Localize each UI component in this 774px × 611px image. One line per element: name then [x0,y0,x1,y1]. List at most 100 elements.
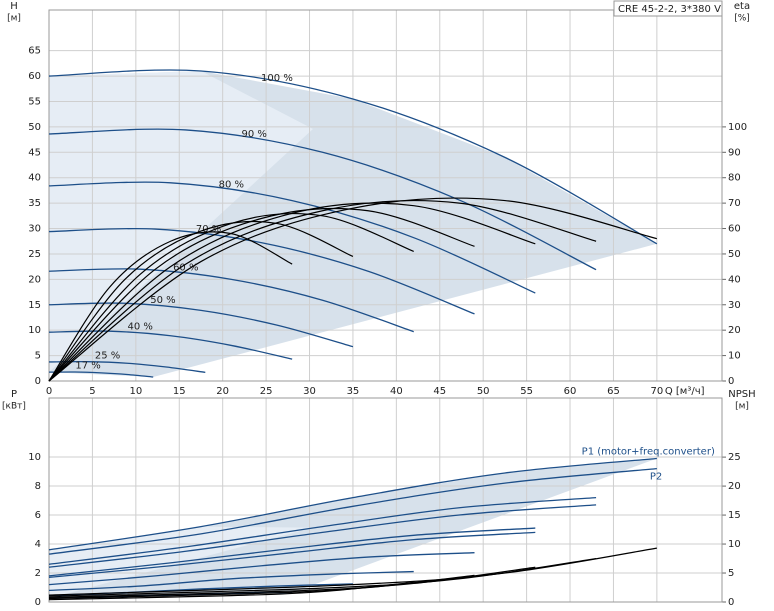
secondary-curve [48,207,475,382]
x-tick-label: 5 [89,386,95,397]
y-tick-label: 30 [28,224,41,235]
curve [48,181,536,294]
legend-entry: P1 (motor+freq.converter) [582,446,715,457]
y2-tick-label: 80 [728,173,741,184]
curve [48,330,293,360]
x-tick-label: 70 [651,386,664,397]
curve [48,457,657,551]
x-tick-label: 45 [433,386,446,397]
curve-label: 90 % [241,129,266,140]
curve-label: 70 % [196,224,221,235]
secondary-curve [48,212,414,382]
y-tick-label: 0 [35,597,41,608]
x-tick-label: 50 [477,386,490,397]
secondary-curve [48,574,475,600]
curve [48,371,154,378]
y2-axis-title: eta [734,1,750,12]
curve [48,227,475,315]
curve [48,467,657,555]
y-axis-title: P [11,389,17,400]
curve [48,496,597,565]
y2-tick-label: 20 [728,325,741,336]
y-tick-label: 0 [35,376,41,387]
y2-tick-label: 25 [728,452,741,463]
secondary-curve [48,231,293,382]
y2-tick-label: 40 [728,274,741,285]
model-label: CRE 45-2-2, 3*380 V [618,4,721,15]
curve [48,570,414,592]
y-tick-label: 50 [28,122,41,133]
x-axis-title: Q [м³/ч] [665,386,705,397]
y-tick-label: 15 [28,300,41,311]
secondary-curve [48,220,354,382]
legend-entry: P2 [650,472,662,483]
curve-label: 60 % [173,262,198,273]
x-tick-label: 10 [129,386,142,397]
y2-tick-label: 5 [728,568,734,579]
plot-frame [48,397,723,603]
y2-tick-label: 30 [728,300,741,311]
x-tick-label: 65 [607,386,620,397]
curve [48,527,536,577]
y2-tick-label: 10 [728,351,741,362]
y-tick-label: 35 [28,198,41,209]
y-tick-label: 2 [35,568,41,579]
y-tick-label: 45 [28,147,41,158]
y2-tick-label: 70 [728,198,741,209]
y-tick-label: 65 [28,46,41,57]
curve-label: 17 % [75,360,100,371]
y2-tick-label: 60 [728,224,741,235]
y-tick-label: 4 [35,539,41,550]
y2-tick-label: 0 [728,597,734,608]
y2-tick-label: 15 [728,510,741,521]
curve [48,531,536,578]
left-area [49,526,313,599]
x-tick-label: 30 [303,386,316,397]
y2-tick-label: 50 [728,249,741,260]
x-tick-label: 15 [173,386,186,397]
curve [48,552,475,586]
y-tick-label: 10 [28,325,41,336]
curve [48,69,658,245]
x-tick-label: 20 [216,386,229,397]
y-tick-label: 10 [28,452,41,463]
y2-axis-unit: [м] [735,402,749,412]
x-tick-label: 0 [46,386,52,397]
x-tick-label: 40 [390,386,403,397]
y2-tick-label: 20 [728,481,741,492]
curve-label: 25 % [95,350,120,361]
x-tick-label: 35 [347,386,360,397]
curve-label: 100 % [261,73,293,84]
y-tick-label: 60 [28,71,41,82]
y2-axis-unit: [%] [734,14,750,24]
x-tick-label: 25 [260,386,273,397]
y2-tick-label: 90 [728,147,741,158]
y2-tick-label: 10 [728,539,741,550]
curve [48,268,414,333]
y-tick-label: 40 [28,173,41,184]
model-box [613,0,723,17]
left-area [49,70,313,373]
x-tick-label: 55 [520,386,533,397]
curve [48,504,597,568]
y2-tick-label: 0 [728,376,734,387]
plot-frame [48,9,723,382]
y-tick-label: 5 [35,351,41,362]
curve [48,302,354,348]
y-axis-unit: [м] [7,14,21,24]
y-axis-title: H [10,1,18,12]
secondary-curve [48,557,597,597]
y-tick-label: 25 [28,249,41,260]
y2-tick-label: 100 [728,122,747,133]
curve [48,128,597,271]
y-tick-label: 55 [28,96,41,107]
secondary-curve [48,197,658,382]
x-tick-label: 60 [564,386,577,397]
y-axis-unit: [кВт] [2,402,26,412]
curve-label: 50 % [150,295,175,306]
curve-label: 40 % [127,321,152,332]
curve [48,360,206,374]
secondary-curve [48,581,414,601]
curve-label: 80 % [219,180,244,191]
